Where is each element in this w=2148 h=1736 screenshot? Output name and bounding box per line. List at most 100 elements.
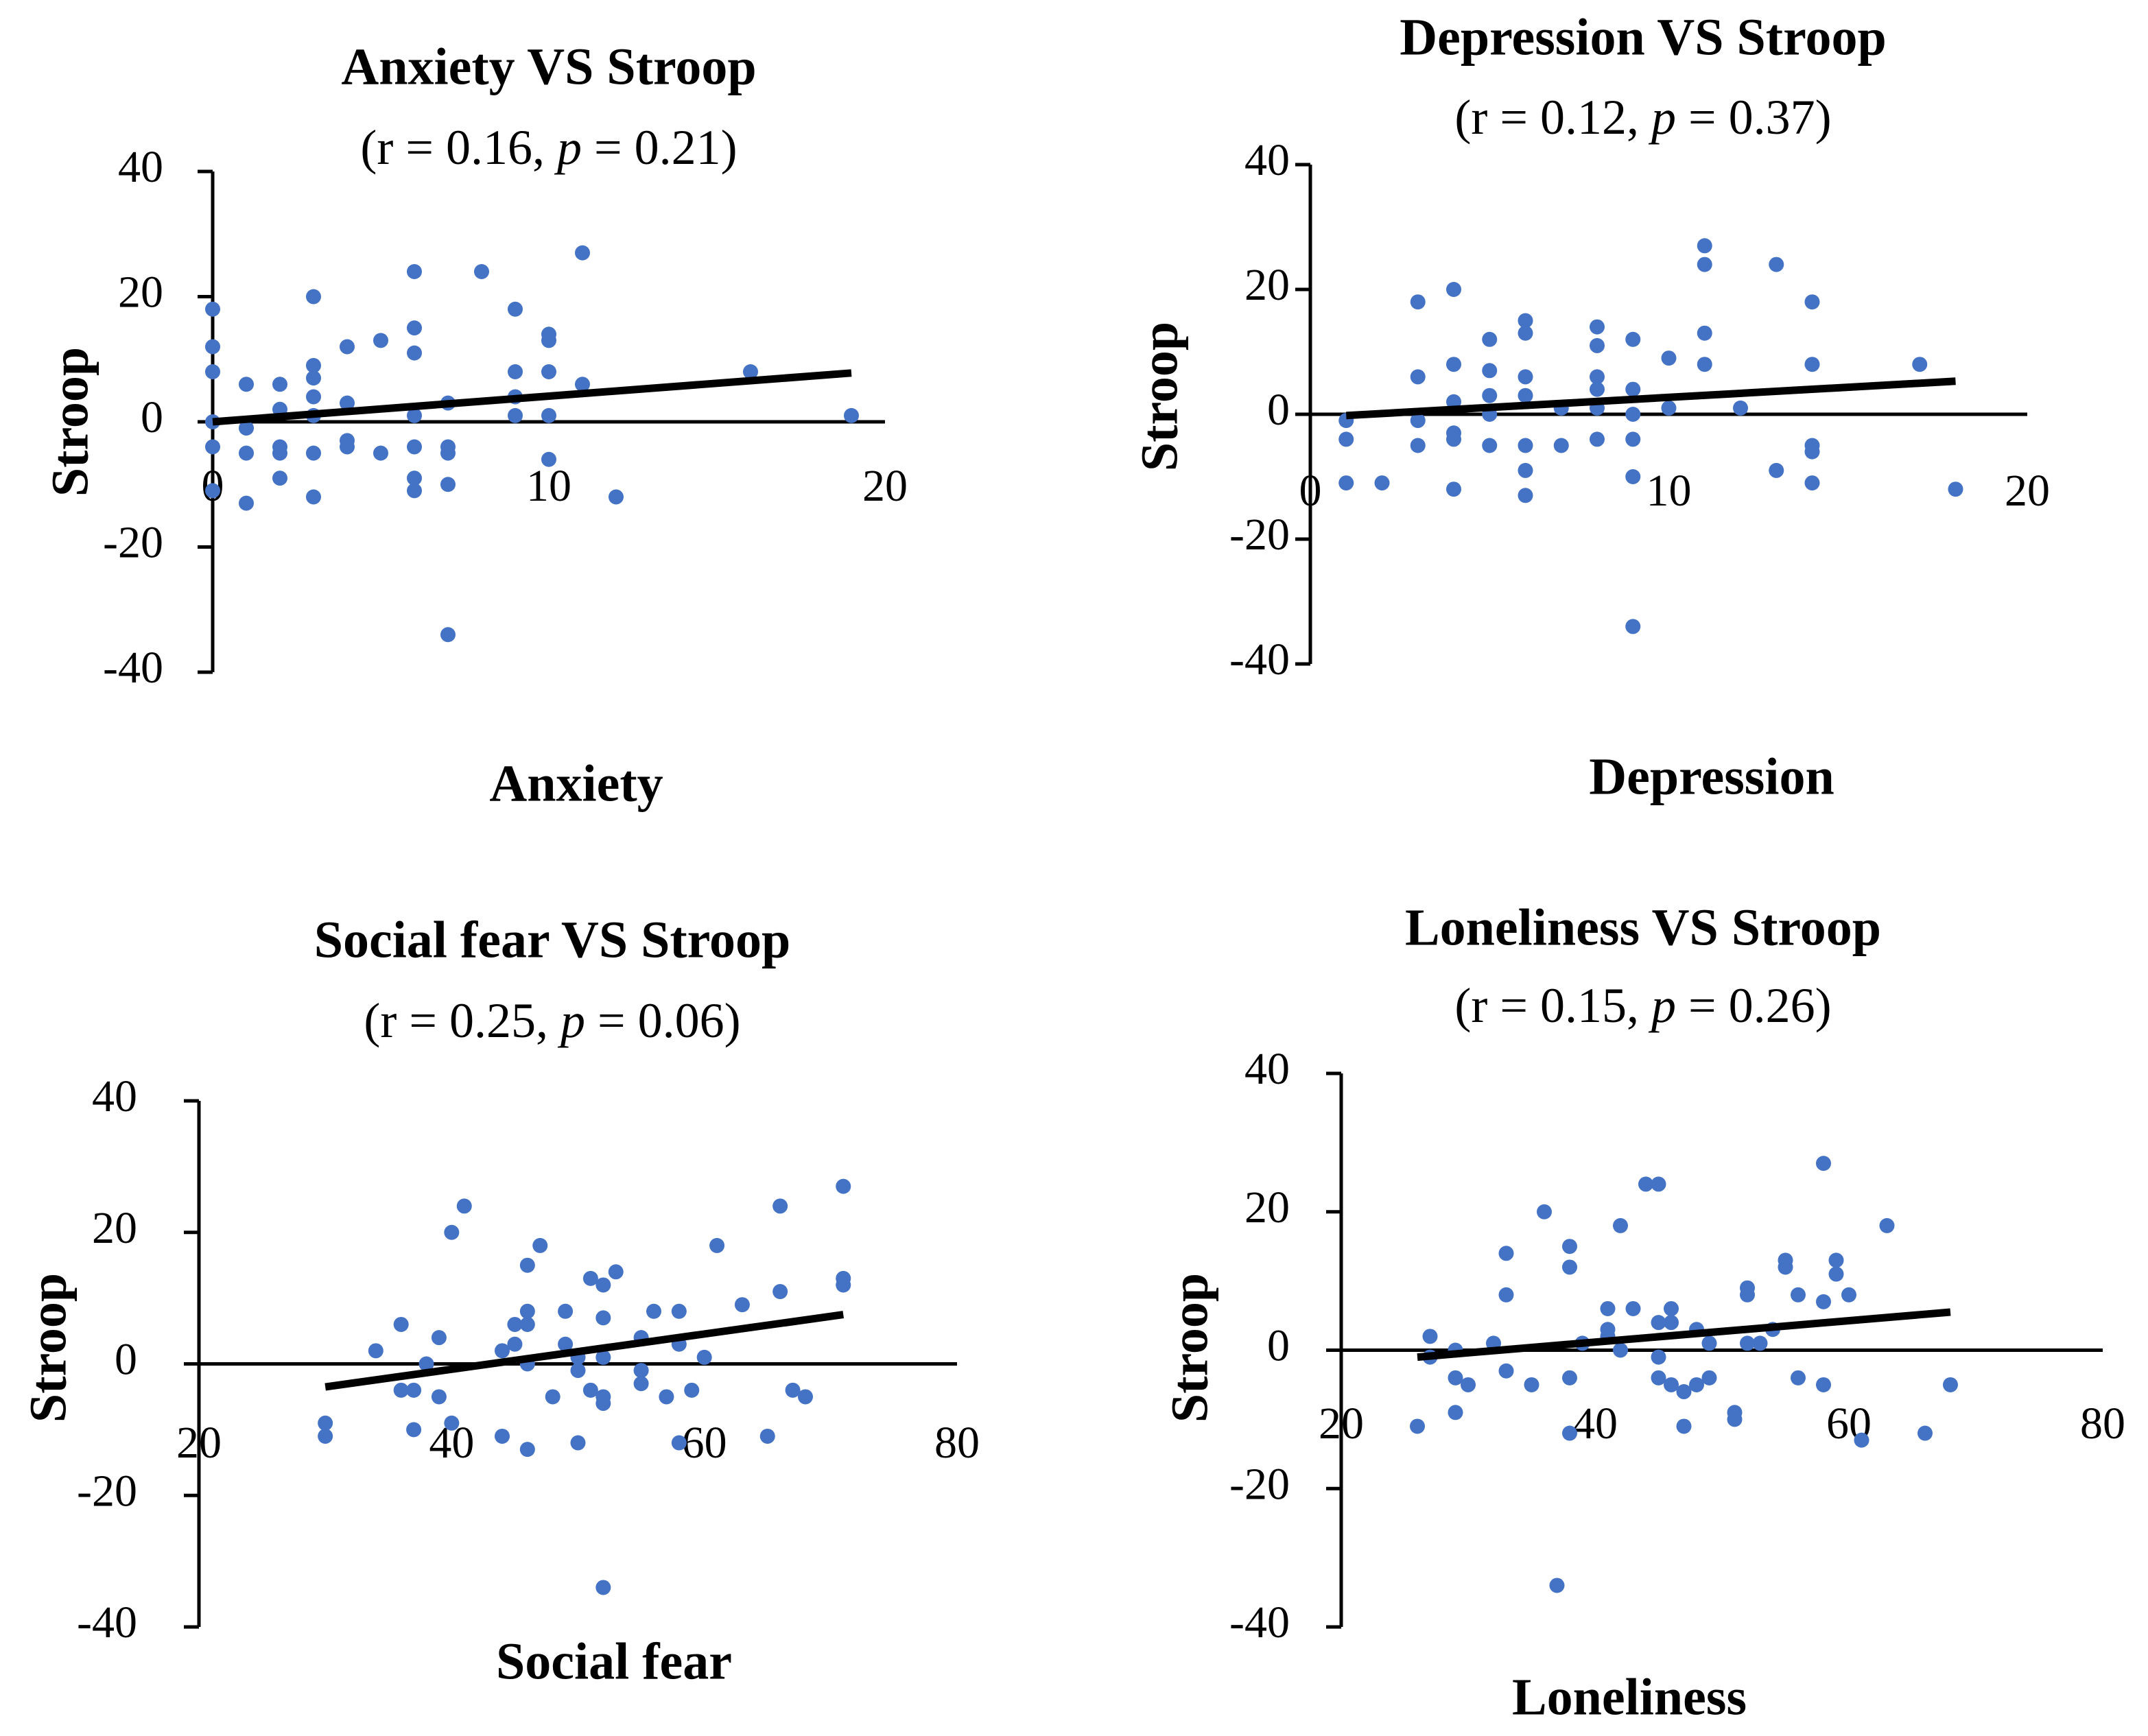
data-point: [1676, 1384, 1692, 1400]
data-point: [272, 377, 287, 392]
data-point: [1727, 1412, 1743, 1427]
data-point: [393, 1382, 409, 1398]
data-point: [507, 1316, 523, 1332]
data-point: [1461, 1377, 1476, 1392]
x-axis-label: Social fear: [496, 1632, 732, 1690]
data-point: [1482, 331, 1498, 347]
data-point: [205, 483, 220, 499]
data-point: [595, 1310, 611, 1326]
data-point: [608, 1264, 624, 1280]
data-point: [595, 1396, 611, 1412]
y-tick-label: -40: [1229, 634, 1290, 685]
data-point: [205, 364, 220, 379]
panel-depression: Depression VS Stroop (r = 0.12, p = 0.37)…: [1131, 8, 2050, 805]
data-point: [1498, 1246, 1514, 1261]
data-point: [541, 407, 556, 423]
data-point: [440, 477, 456, 492]
data-point: [239, 420, 254, 436]
data-point: [1676, 1418, 1692, 1434]
data-point: [1804, 475, 1820, 491]
data-point: [1625, 381, 1641, 397]
data-point: [1791, 1287, 1806, 1303]
data-point: [743, 364, 758, 379]
y-tick-label: -40: [1229, 1597, 1290, 1648]
data-point: [696, 1349, 712, 1365]
data-point: [1590, 381, 1605, 397]
y-tick-label: 40: [92, 1071, 137, 1121]
subtitle-p-symbol: p: [554, 120, 582, 175]
data-point: [519, 1257, 535, 1273]
x-tick-label: 80: [934, 1418, 980, 1468]
data-point: [1664, 1315, 1679, 1331]
panel-loneliness: Loneliness VS Stroop (r = 0.15, p = 0.26)…: [1161, 899, 2125, 1726]
y-tick-label: -20: [1229, 1459, 1290, 1509]
x-tick-label: 40: [1572, 1399, 1618, 1449]
data-point: [1664, 1377, 1679, 1392]
chart-subtitle: (r = 0.12, p = 0.37): [1454, 90, 1831, 145]
data-point: [1590, 431, 1605, 447]
subtitle-p-symbol: p: [1648, 978, 1676, 1033]
subtitle-p-symbol: p: [557, 993, 585, 1048]
y-tick-label: 40: [1244, 1044, 1290, 1094]
data-point: [495, 1343, 510, 1359]
data-point: [1518, 369, 1533, 385]
y-tick-label: 0: [1267, 1321, 1290, 1371]
data-point: [1625, 407, 1641, 422]
y-tick-label: 0: [1267, 385, 1290, 435]
data-point: [407, 407, 422, 423]
trend-line: [1345, 377, 1956, 420]
data-point: [1816, 1156, 1831, 1172]
data-point: [709, 1237, 725, 1253]
data-point: [1778, 1259, 1793, 1275]
data-point: [1518, 488, 1533, 503]
data-point: [1600, 1300, 1616, 1316]
y-tick-label: 20: [1244, 1182, 1290, 1233]
trend-line: [212, 369, 852, 426]
data-point: [474, 264, 489, 279]
data-point: [1689, 1377, 1704, 1392]
data-point: [1524, 1377, 1539, 1392]
data-point: [1804, 357, 1820, 372]
data-point: [684, 1382, 700, 1398]
data-point: [1879, 1217, 1895, 1233]
data-point: [406, 1422, 422, 1438]
data-point: [519, 1303, 535, 1319]
data-point: [836, 1178, 851, 1194]
data-point: [1553, 438, 1569, 453]
data-point: [671, 1435, 687, 1451]
data-point: [1948, 481, 1963, 497]
subtitle-suffix: = 0.26): [1676, 978, 1832, 1033]
data-point: [407, 264, 422, 279]
y-tick-label: 20: [1244, 260, 1290, 310]
data-point: [318, 1428, 333, 1444]
data-point: [272, 471, 287, 486]
data-point: [1769, 257, 1784, 272]
data-point: [1664, 1300, 1679, 1316]
chart-title: Social fear VS Stroop: [314, 911, 791, 968]
data-point: [440, 627, 456, 643]
data-point: [1625, 469, 1641, 484]
data-point: [609, 489, 624, 505]
data-point: [368, 1343, 383, 1359]
data-point: [1697, 238, 1712, 254]
data-point: [1625, 619, 1641, 634]
data-point: [1410, 1418, 1425, 1434]
data-point: [340, 339, 355, 355]
data-point: [1651, 1370, 1666, 1386]
data-point: [205, 301, 220, 317]
data-point: [582, 1270, 598, 1286]
data-point: [1625, 1300, 1641, 1316]
x-tick-label: 60: [682, 1418, 727, 1468]
data-point: [1697, 325, 1712, 341]
y-tick-label: -20: [77, 1466, 137, 1516]
data-point: [495, 1428, 510, 1444]
y-tick-label: 0: [115, 1335, 137, 1385]
x-tick-label: 20: [1319, 1399, 1364, 1449]
data-point: [1661, 350, 1677, 366]
data-point: [844, 407, 859, 423]
data-point: [785, 1382, 801, 1398]
data-point: [306, 489, 321, 505]
data-point: [1410, 294, 1426, 310]
subtitle-prefix: (r = 0.25,: [364, 993, 560, 1048]
